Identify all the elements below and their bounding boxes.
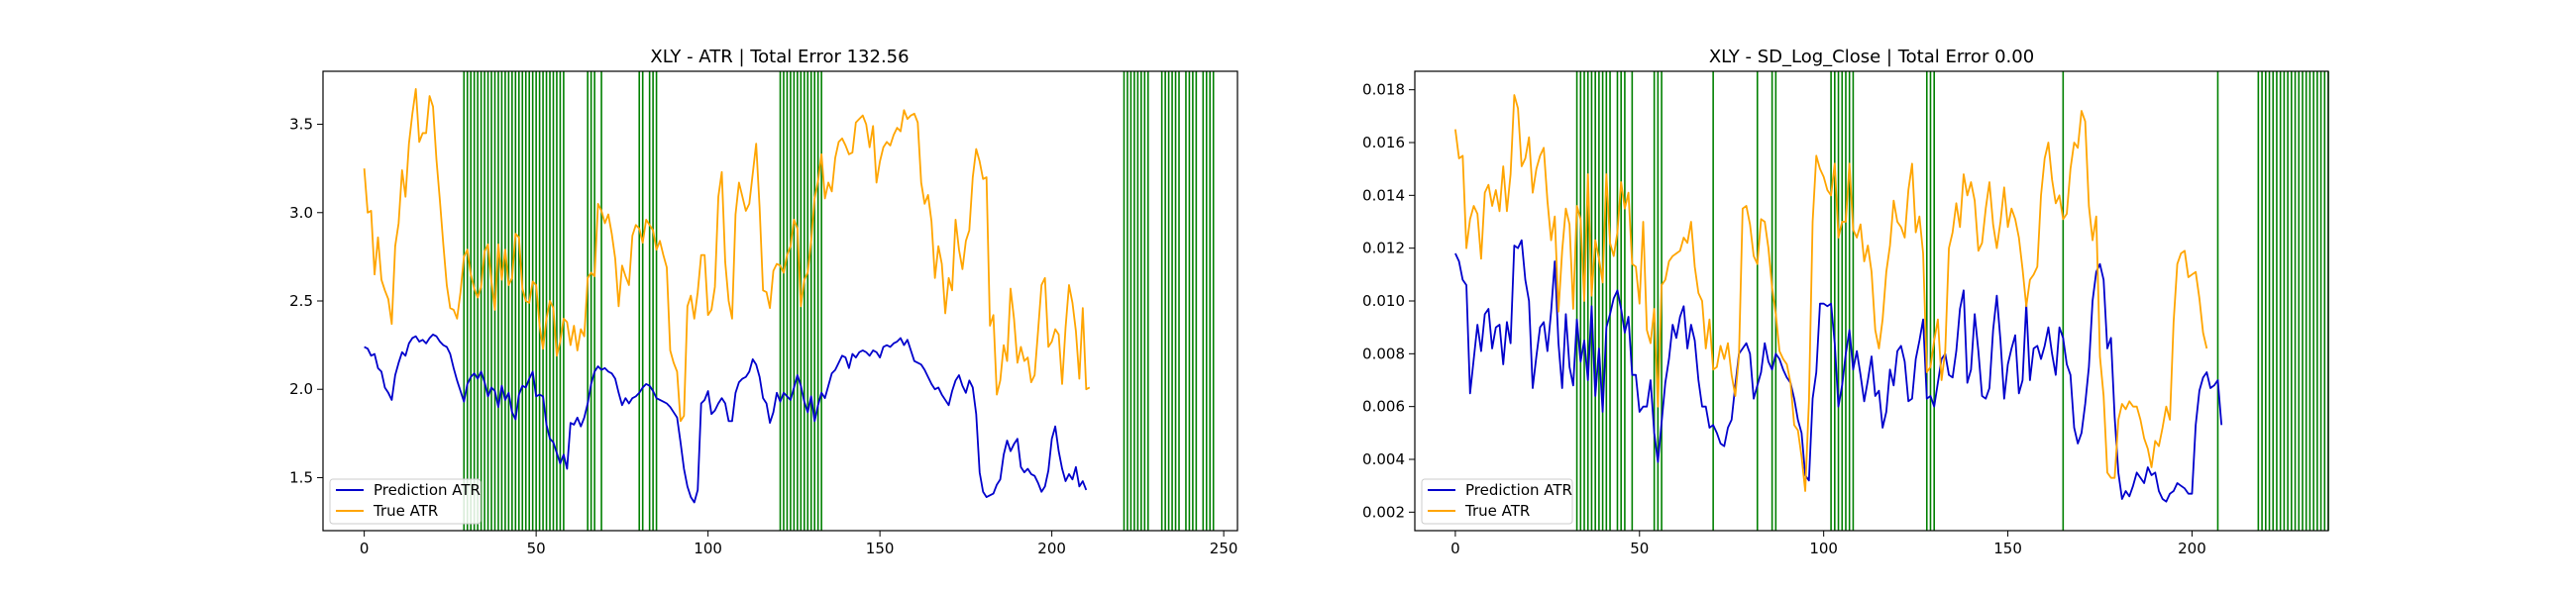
x-tick-label: 100	[694, 540, 722, 557]
legend: Prediction ATR True ATR	[329, 478, 482, 525]
plot-frame	[322, 70, 1238, 532]
y-tick-label: 0.018	[1362, 81, 1405, 99]
legend-prediction-label: Prediction ATR	[374, 481, 481, 499]
y-tick-label: 0.016	[1362, 134, 1405, 151]
sd-log-close-chart: XLY - SD_Log_Close | Total Error 0.00 0 5…	[1362, 47, 2329, 557]
x-tick-label: 0	[360, 540, 370, 557]
legend-box	[1421, 478, 1573, 525]
x-tick-label: 200	[1037, 540, 1066, 557]
y-tick-label: 3.5	[289, 116, 313, 134]
y-tick-label: 0.014	[1362, 186, 1405, 204]
axis-ticks: 0 50 100 150 200 0.002 0.004 0.006 0.008 0.010 0.0…	[1362, 81, 2206, 557]
y-tick-label: 0.010	[1362, 292, 1405, 310]
x-tick-label: 150	[866, 540, 895, 557]
marker-lines	[463, 71, 1215, 531]
legend-truth-label: True ATR	[1464, 502, 1530, 520]
chart-title: XLY - SD_Log_Close | Total Error 0.00	[1709, 47, 2034, 67]
legend-prediction-label: Prediction ATR	[1465, 481, 1572, 499]
plot-frame	[1414, 70, 2329, 532]
y-tick-label: 3.0	[289, 204, 313, 222]
x-tick-label: 150	[1993, 540, 2022, 557]
atr-chart: XLY - ATR | Total Error 132.56 0 50 100 150…	[289, 47, 1238, 557]
legend-box	[329, 478, 482, 525]
y-tick-label: 1.5	[289, 468, 313, 486]
y-tick-label: 0.012	[1362, 240, 1405, 257]
series-lines	[363, 87, 1091, 504]
x-tick-label: 250	[1210, 540, 1238, 557]
y-tick-label: 2.5	[289, 292, 313, 310]
prediction-line	[1454, 239, 2223, 503]
y-tick-label: 0.002	[1362, 503, 1405, 521]
x-tick-label: 50	[527, 540, 546, 557]
true-line	[1454, 94, 2208, 492]
y-tick-label: 0.008	[1362, 345, 1405, 362]
prediction-line	[364, 334, 1088, 504]
axis-ticks: 0 50 100 150 200 250 1.5 2.0 2.5 3.0 3.5	[289, 116, 1237, 557]
x-tick-label: 0	[1450, 540, 1460, 557]
x-tick-label: 200	[2178, 540, 2206, 557]
legend-truth-label: True ATR	[373, 502, 438, 520]
y-tick-label: 2.0	[289, 380, 313, 398]
marker-lines	[1575, 71, 2329, 531]
true-line	[363, 87, 1091, 423]
y-tick-label: 0.004	[1362, 450, 1405, 468]
x-tick-label: 50	[1630, 540, 1649, 557]
y-tick-label: 0.006	[1362, 398, 1405, 416]
series-lines	[1454, 94, 2223, 503]
legend: Prediction ATR True ATR	[1421, 478, 1573, 525]
chart-title: XLY - ATR | Total Error 132.56	[650, 47, 909, 67]
x-tick-label: 100	[1809, 540, 1838, 557]
